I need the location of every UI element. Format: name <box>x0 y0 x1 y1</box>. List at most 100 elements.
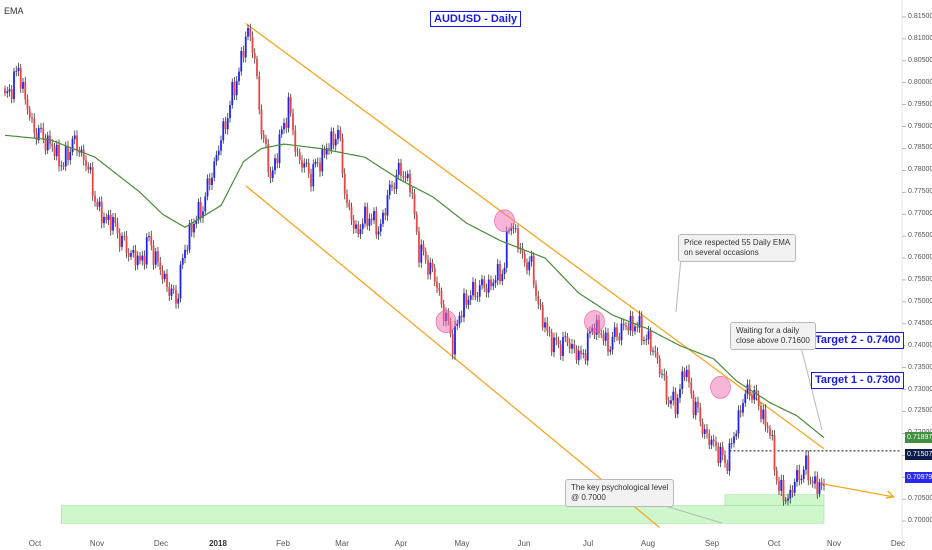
y-tick-label: 0.78000 <box>908 166 932 174</box>
candle <box>334 139 337 146</box>
candle <box>395 174 398 189</box>
x-tick-label: Dec <box>890 539 906 548</box>
candle <box>98 201 101 207</box>
x-tick-label: Sep <box>704 539 720 548</box>
candle <box>150 235 153 246</box>
candle <box>724 454 726 463</box>
candle <box>208 178 211 186</box>
candle <box>276 158 279 164</box>
candle <box>130 252 132 257</box>
candle <box>692 393 695 416</box>
candle <box>62 165 65 167</box>
target-2-label: Target 2 - 0.7400 <box>811 332 905 349</box>
candle <box>492 282 495 287</box>
candle <box>298 152 301 161</box>
candle <box>458 315 461 324</box>
candle <box>67 146 69 161</box>
y-tick-label: 0.72500 <box>908 407 932 415</box>
candle <box>231 81 234 106</box>
y-tick-label: 0.80000 <box>908 78 932 86</box>
candle <box>386 195 389 216</box>
channel-upper-line <box>245 23 825 450</box>
candle <box>186 249 189 251</box>
candle <box>730 443 733 444</box>
x-tick-label: Nov <box>89 539 105 548</box>
candle <box>404 176 407 178</box>
candle <box>805 455 807 470</box>
candle <box>625 325 627 327</box>
candle <box>697 401 699 408</box>
candle <box>69 151 72 161</box>
candle <box>676 397 679 415</box>
candle <box>222 121 225 141</box>
candle <box>541 305 544 328</box>
candle <box>341 137 344 174</box>
candle <box>391 184 393 188</box>
candle <box>773 435 776 471</box>
candle <box>152 245 155 265</box>
candle <box>154 251 157 265</box>
candle <box>474 281 477 297</box>
candle <box>181 258 184 265</box>
candle <box>82 149 85 161</box>
indicator-label: EMA <box>4 6 24 16</box>
candle <box>44 138 47 151</box>
candle <box>314 162 317 165</box>
candle <box>235 81 238 96</box>
candle <box>100 201 103 224</box>
candle <box>478 285 481 297</box>
candle <box>143 255 146 265</box>
chart-title: AUDUSD - Daily <box>430 11 522 27</box>
candle <box>715 441 717 447</box>
candle <box>728 443 731 471</box>
candle <box>503 267 506 274</box>
candle <box>224 121 227 130</box>
candle <box>217 150 220 156</box>
candle <box>332 131 335 146</box>
candle <box>575 348 578 361</box>
target-1-label: Target 1 - 0.7300 <box>811 372 905 389</box>
candle <box>168 287 171 296</box>
candle <box>526 262 528 271</box>
candle <box>658 358 661 374</box>
candle <box>303 163 306 168</box>
candle <box>325 148 328 155</box>
ema-note: Price respected 55 Daily EMA on several … <box>678 234 797 262</box>
candle <box>352 220 355 229</box>
candle <box>251 36 254 53</box>
candle <box>242 50 245 58</box>
candle <box>60 165 63 167</box>
candle <box>609 349 612 352</box>
y-tick-label: 0.77000 <box>908 210 932 218</box>
y-tick-label: 0.76500 <box>908 232 932 240</box>
candle <box>483 279 486 289</box>
candle <box>256 58 258 77</box>
candle <box>798 469 801 481</box>
candle <box>348 202 351 208</box>
candle <box>103 216 105 224</box>
candle <box>802 469 805 479</box>
candle <box>384 212 387 216</box>
candle <box>233 81 236 96</box>
ema-note-line-1: Price respected 55 Daily EMA <box>684 238 791 247</box>
candle <box>28 109 31 118</box>
candle <box>742 402 744 413</box>
candle <box>10 89 13 100</box>
ema-line <box>4 134 825 439</box>
candle <box>132 250 135 253</box>
y-tick-label: 0.76000 <box>908 254 932 262</box>
candle <box>287 97 290 128</box>
candle <box>656 352 659 359</box>
candle <box>553 337 555 353</box>
candle <box>733 436 735 444</box>
candle <box>451 333 454 355</box>
candle <box>141 255 144 261</box>
y-tick-label: 0.73500 <box>908 363 932 371</box>
candle <box>58 144 60 167</box>
candle <box>330 131 333 150</box>
candle <box>89 167 92 170</box>
candle <box>71 139 74 152</box>
psych-note-line-1: The key psychological level <box>571 483 669 492</box>
